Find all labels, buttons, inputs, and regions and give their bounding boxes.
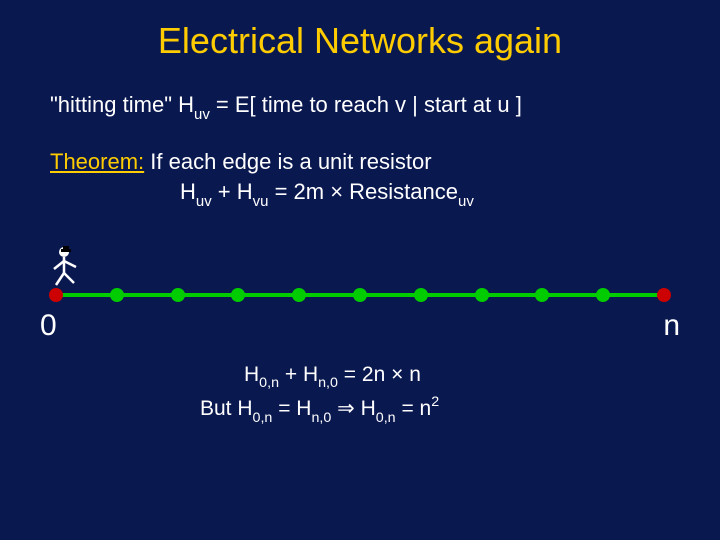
subscript: uv xyxy=(194,106,210,123)
axis-node xyxy=(292,288,306,302)
subscript: uv xyxy=(196,193,212,210)
text: H xyxy=(180,179,196,204)
text: = 2m × Resistance xyxy=(268,179,458,204)
axis-node xyxy=(49,288,63,302)
superscript: 2 xyxy=(431,394,439,410)
axis-label-right: n xyxy=(663,309,680,343)
axis-node xyxy=(110,288,124,302)
subscript: 0,n xyxy=(253,410,273,426)
formula-row-2: But H0,n = Hn,0 ⇒ H0,n = n2 xyxy=(200,393,670,428)
formula-row-1: H0,n + Hn,0 = 2n × n xyxy=(200,359,670,394)
text: = E[ time to reach v | start at u ] xyxy=(210,92,522,117)
theorem-text: If each edge is a unit resistor xyxy=(144,149,431,174)
subscript: 0,n xyxy=(259,375,279,391)
text: = H xyxy=(272,397,311,420)
text: + H xyxy=(279,363,318,386)
hitting-time-definition: "hitting time" Huv = E[ time to reach v … xyxy=(50,92,670,121)
text: H xyxy=(244,363,259,386)
theorem-formula: Huv + Hvu = 2m × Resistanceuv xyxy=(50,179,670,208)
number-line-diagram: 0 n xyxy=(50,249,670,339)
slide-title: Electrical Networks again xyxy=(0,0,720,92)
text: = 2n × n xyxy=(338,363,421,386)
axis-node xyxy=(535,288,549,302)
axis-node xyxy=(475,288,489,302)
subscript: vu xyxy=(253,193,269,210)
slide-body: "hitting time" Huv = E[ time to reach v … xyxy=(0,92,720,428)
axis-node xyxy=(596,288,610,302)
text: But H xyxy=(200,397,253,420)
axis-node xyxy=(657,288,671,302)
axis-label-left: 0 xyxy=(40,309,57,343)
axis-node xyxy=(353,288,367,302)
subscript: 0,n xyxy=(376,410,396,426)
theorem-label: Theorem: xyxy=(50,149,144,174)
axis-node xyxy=(231,288,245,302)
axis-node xyxy=(414,288,428,302)
text: = n xyxy=(396,397,432,420)
implies-arrow: ⇒ H xyxy=(331,397,375,420)
text: + H xyxy=(212,179,253,204)
text: "hitting time" H xyxy=(50,92,194,117)
theorem-line: Theorem: If each edge is a unit resistor xyxy=(50,149,670,175)
axis-node xyxy=(171,288,185,302)
subscript: n,0 xyxy=(311,410,331,426)
subscript: uv xyxy=(458,193,474,210)
subscript: n,0 xyxy=(318,375,338,391)
bottom-formulas: H0,n + Hn,0 = 2n × n But H0,n = Hn,0 ⇒ H… xyxy=(50,359,670,428)
stickman-icon xyxy=(46,245,86,289)
